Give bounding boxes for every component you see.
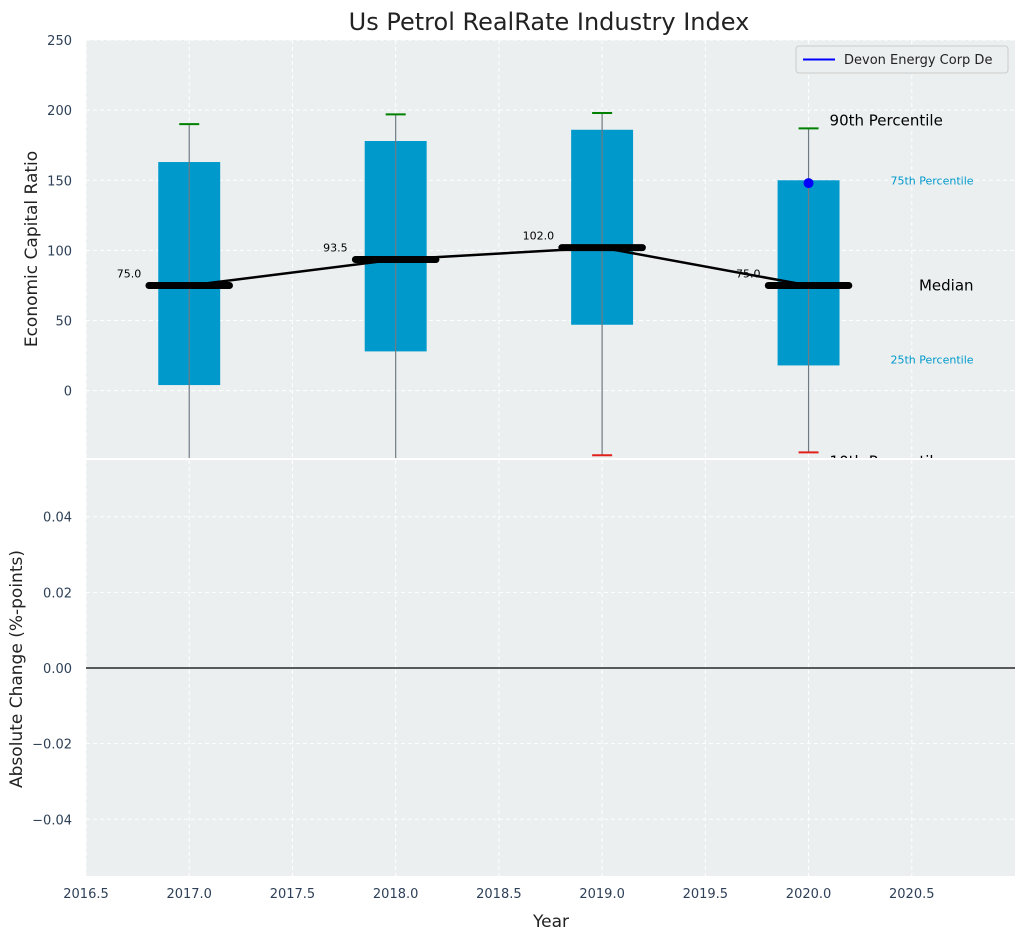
y-tick-label: 0 — [64, 385, 72, 400]
box-group — [145, 111, 853, 458]
company-point — [803, 178, 814, 189]
top-y-axis-label: Economic Capital Ratio — [22, 151, 42, 347]
top-grid — [86, 40, 1015, 458]
median-trend-line — [189, 246, 809, 287]
x-tick-label: 2020.0 — [786, 887, 832, 902]
y-tick-label: 100 — [47, 244, 72, 259]
top-y-ticks: 0 50 100 150 200 250 — [47, 34, 72, 400]
percentile-annotation: 75th Percentile — [890, 174, 973, 187]
median-value-label: 102.0 — [523, 230, 555, 243]
y-tick-label: 0.04 — [43, 511, 72, 526]
y-tick-label: 0.02 — [43, 586, 72, 601]
percentile-annotation: Median — [919, 276, 974, 294]
median-value-label: 75.0 — [117, 267, 142, 280]
legend-box — [795, 45, 1009, 74]
percentile-annotations: 90th Percentile 75th Percentile Median 25th… — [830, 111, 974, 470]
bottom-y-ticks: −0.04 −0.02 0.00 0.02 0.04 — [32, 511, 72, 829]
y-tick-label: 150 — [47, 174, 72, 189]
top-plot-background — [86, 40, 1015, 458]
percentile-annotation: 90th Percentile — [830, 111, 943, 129]
y-tick-label: −0.02 — [32, 738, 72, 753]
top-plot-area: 75.0 93.5 102.0 75.0 90th Percentile 75th Pe… — [86, 40, 1015, 470]
x-tick-label: 2018.5 — [476, 887, 522, 902]
x-tick-label: 2017.0 — [166, 887, 212, 902]
y-tick-label: 250 — [47, 34, 72, 49]
legend: Devon Energy Corp De — [795, 45, 1009, 74]
chart-title: Us Petrol RealRate Industry Index — [349, 8, 750, 36]
median-value-label: 75.0 — [736, 267, 761, 280]
x-tick-label: 2017.5 — [270, 887, 316, 902]
y-tick-label: 200 — [47, 104, 72, 119]
y-tick-label: 50 — [55, 315, 72, 330]
x-axis-label: Year — [532, 912, 569, 932]
x-tick-label: 2018.0 — [373, 887, 419, 902]
y-tick-label: 0.00 — [43, 662, 72, 677]
x-tick-label: 2019.5 — [683, 887, 729, 902]
legend-label: Devon Energy Corp De — [844, 53, 992, 68]
x-tick-label: 2020.5 — [889, 887, 935, 902]
percentile-annotation: 25th Percentile — [890, 353, 973, 366]
x-ticks: 2016.5 2017.0 2017.5 2018.0 2018.5 2019.0 2019… — [63, 887, 934, 902]
y-tick-label: −0.04 — [32, 813, 72, 828]
percentile-annotation: 10th Percentile — [830, 452, 943, 470]
bottom-y-axis-label: Absolute Change (%-points) — [7, 550, 27, 788]
median-value-label: 93.5 — [323, 242, 348, 255]
x-tick-label: 2016.5 — [63, 887, 109, 902]
median-labels: 75.0 93.5 102.0 75.0 — [117, 230, 761, 281]
x-tick-label: 2019.0 — [579, 887, 625, 902]
